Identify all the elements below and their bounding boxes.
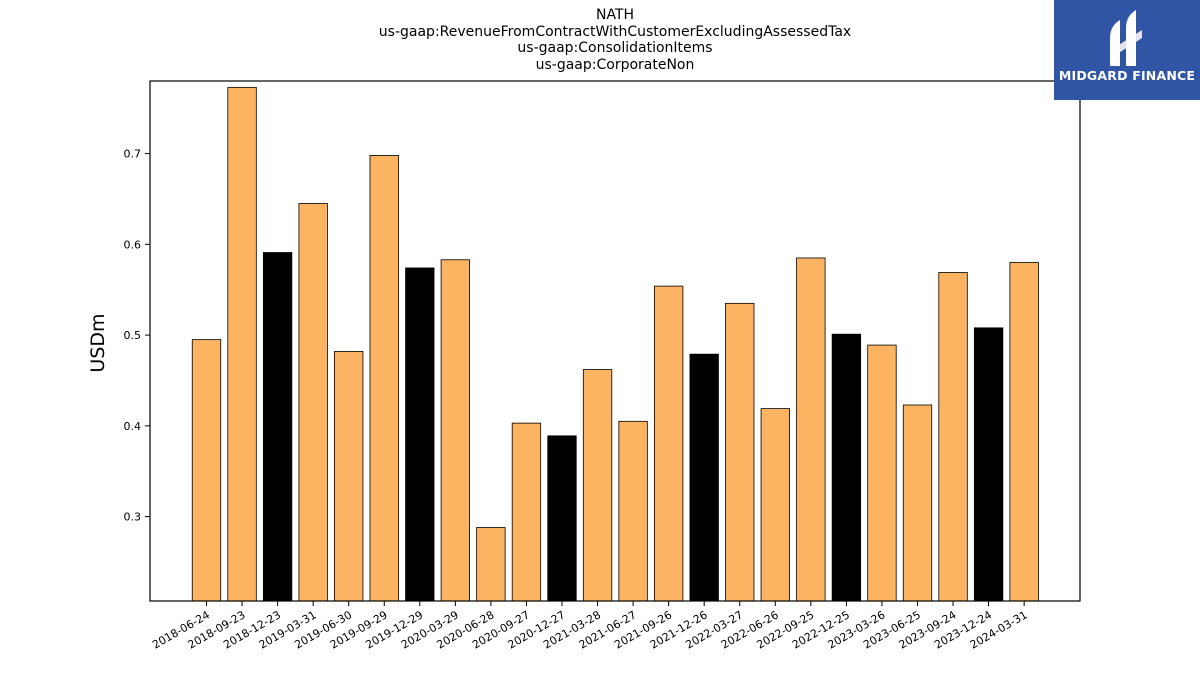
bar-2021-03-28 <box>582 369 613 602</box>
y-tick-label: 0.6 <box>124 238 142 251</box>
y-axis-label: USDm <box>87 313 109 372</box>
logo-text: MIDGARD FINANCE <box>1058 68 1196 83</box>
bar-2020-03-29 <box>440 259 471 602</box>
chart-title-line-3: us-gaap:ConsolidationItems <box>517 40 713 56</box>
logo-mark-icon <box>1110 10 1142 66</box>
bar-2020-09-27 <box>511 422 542 602</box>
bar-2024-03-31 <box>1009 262 1039 602</box>
bar-2023-12-24 <box>973 327 1004 602</box>
y-tick-label: 0.7 <box>124 148 142 161</box>
plot-frame <box>149 80 1081 602</box>
chart-title-line-4: us-gaap:CorporateNon <box>535 57 695 73</box>
bar-2022-12-25 <box>831 333 862 602</box>
bar-2021-12-26 <box>689 353 719 602</box>
y-tick-label: 0.5 <box>124 329 142 342</box>
bar-2018-09-23 <box>227 86 257 602</box>
bar-2023-06-25 <box>902 404 933 602</box>
bar-2023-09-24 <box>938 272 968 602</box>
chart-title-line-2: us-gaap:RevenueFromContractWithCustomerE… <box>378 24 852 40</box>
bar-2018-06-24 <box>191 339 222 602</box>
y-tick-label: 0.3 <box>124 511 142 524</box>
bar-2023-03-26 <box>867 344 897 602</box>
bar-2021-09-26 <box>654 285 684 602</box>
bar-2019-06-30 <box>334 351 364 602</box>
bar-2022-06-26 <box>760 408 790 602</box>
midgard-finance-logo: MIDGARD FINANCE <box>1054 0 1200 100</box>
bar-2019-09-29 <box>369 155 399 602</box>
bar-2019-03-31 <box>298 203 328 602</box>
bar-2019-12-29 <box>405 267 435 602</box>
chart-title-line-1: NATH <box>595 7 635 23</box>
bar-2020-12-27 <box>547 435 577 602</box>
bar-2020-06-28 <box>476 527 506 602</box>
y-tick-label: 0.4 <box>124 420 142 433</box>
bar-2021-06-27 <box>618 420 648 602</box>
bar-2018-12-23 <box>262 252 293 602</box>
bar-2022-03-27 <box>725 302 755 602</box>
bar-2022-09-25 <box>796 257 826 602</box>
